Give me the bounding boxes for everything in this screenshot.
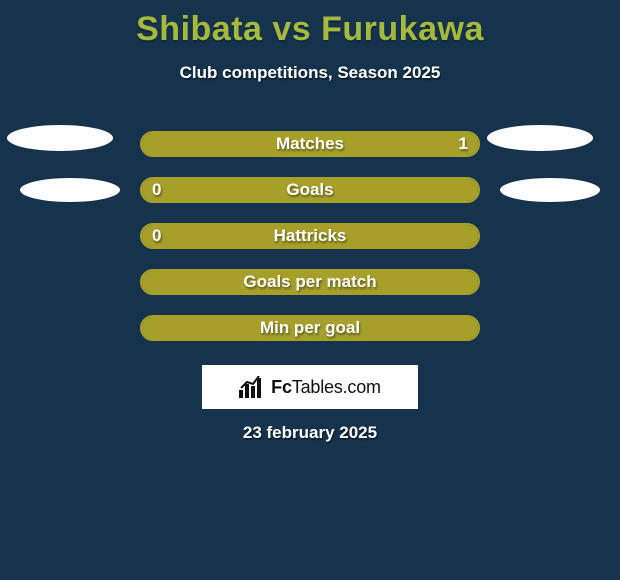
stat-bar-goals: 0 Goals: [140, 177, 480, 203]
bar-fill-left: [142, 179, 478, 201]
stat-bar-goals-per-match: Goals per match: [140, 269, 480, 295]
stat-row: Min per goal: [0, 305, 620, 351]
stat-row: Goals per match: [0, 259, 620, 305]
bar-fill-right: [142, 133, 478, 155]
right-ellipse: [487, 125, 593, 151]
stats-rows: Matches 1 0 Goals 0 Hattricks: [0, 121, 620, 351]
left-ellipse: [7, 125, 113, 151]
page-subtitle: Club competitions, Season 2025: [0, 63, 620, 83]
bar-fill-left: [142, 271, 478, 293]
page-title: Shibata vs Furukawa: [0, 0, 620, 49]
stat-row: 0 Goals: [0, 167, 620, 213]
bar-fill-left: [142, 225, 478, 247]
stat-bar-matches: Matches 1: [140, 131, 480, 157]
left-ellipse: [20, 178, 120, 202]
bars-icon: [239, 376, 265, 398]
stat-bar-min-per-goal: Min per goal: [140, 315, 480, 341]
bar-fill-left: [142, 317, 478, 339]
stat-row: 0 Hattricks: [0, 213, 620, 259]
stat-bar-hattricks: 0 Hattricks: [140, 223, 480, 249]
stat-left-value: 0: [152, 180, 161, 200]
stat-left-value: 0: [152, 226, 161, 246]
date-label: 23 february 2025: [0, 423, 620, 443]
stat-right-value: 1: [459, 134, 468, 154]
brand-rest: Tables.com: [292, 377, 381, 397]
brand-text: FcTables.com: [271, 377, 381, 398]
right-ellipse: [500, 178, 600, 202]
brand-bold: Fc: [271, 377, 292, 397]
brand-logo: FcTables.com: [202, 365, 418, 409]
stat-row: Matches 1: [0, 121, 620, 167]
